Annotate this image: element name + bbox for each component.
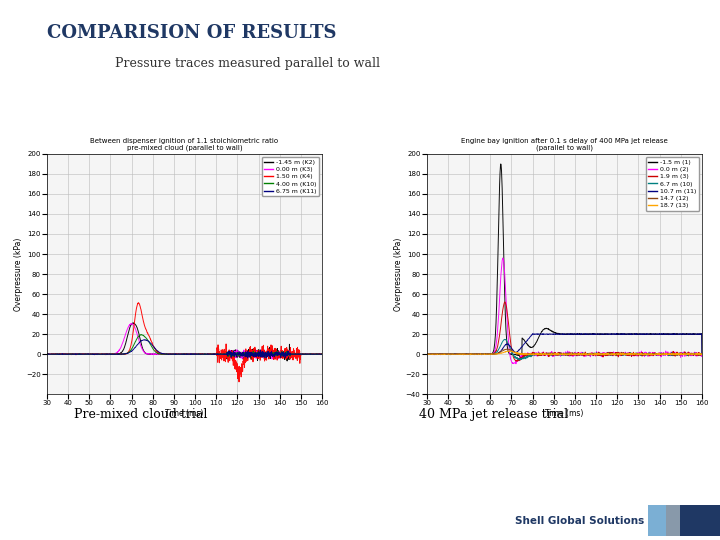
Text: 40 MPa jet release trial: 40 MPa jet release trial (418, 408, 568, 421)
Text: Pre-mixed cloud trial: Pre-mixed cloud trial (73, 408, 207, 421)
Text: Pressure traces measured parallel to wall: Pressure traces measured parallel to wal… (115, 57, 380, 70)
Title: Between dispenser ignition of 1.1 stoichiometric ratio
pre-mixed cloud (parallel: Between dispenser ignition of 1.1 stoich… (91, 138, 279, 151)
Legend: -1.5 m (1), 0.0 m (2), 1.9 m (3), 6.7 m (10), 10.7 m (11), 14.7 (12), 18.7 (13): -1.5 m (1), 0.0 m (2), 1.9 m (3), 6.7 m … (646, 157, 699, 211)
Text: COMPARISION OF RESULTS: COMPARISION OF RESULTS (47, 24, 336, 42)
Y-axis label: Overpressure (kPa): Overpressure (kPa) (394, 238, 403, 310)
Y-axis label: Overpressure (kPa): Overpressure (kPa) (14, 238, 23, 310)
Title: Engine bay ignition after 0.1 s delay of 400 MPa jet release
(parallel to wall): Engine bay ignition after 0.1 s delay of… (461, 138, 667, 151)
Text: Shell Global Solutions: Shell Global Solutions (515, 516, 644, 525)
X-axis label: Time (ms): Time (ms) (545, 409, 583, 418)
Legend: -1.45 m (K2), 0.00 m (K3), 1.50 m (K4), 4.00 m (K10), 6.75 m (K11): -1.45 m (K2), 0.00 m (K3), 1.50 m (K4), … (261, 157, 319, 197)
X-axis label: Time (ms): Time (ms) (166, 409, 204, 418)
